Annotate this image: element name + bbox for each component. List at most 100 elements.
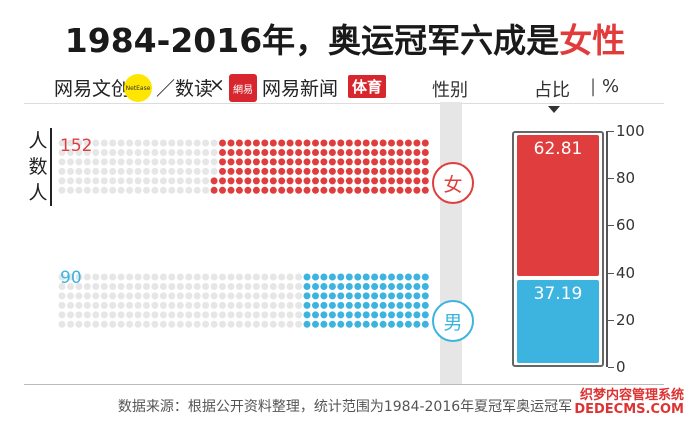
empty-dot [117,149,125,156]
empty-dot [185,139,193,147]
empty-dot [75,177,83,185]
female-dot [396,186,404,194]
empty-dot [210,301,218,309]
empty-dot [202,301,210,309]
empty-dot [117,292,125,300]
empty-dot [100,283,108,290]
female-dot [235,186,243,194]
empty-dot [109,311,117,319]
female-dot [261,177,269,185]
female-dot [303,167,311,175]
empty-dot [202,186,210,194]
empty-dot [117,283,125,290]
female-dot [328,149,336,156]
empty-dot [219,301,226,309]
male-dot [354,320,362,328]
empty-dot [295,311,303,319]
male-dot [354,311,362,319]
empty-dot [83,149,91,156]
empty-dot [193,167,201,175]
empty-dot [176,301,184,309]
male-dot [388,311,395,319]
empty-dot [75,301,83,309]
female-dot [235,158,243,166]
empty-dot [176,292,184,300]
male-dot [312,273,319,281]
male-dot [337,292,345,300]
female-dot [413,139,421,147]
empty-dot [159,177,167,185]
male-ratio-label: 37.19 [533,284,583,305]
empty-dot [244,283,252,290]
netease-163-logo: 網易 [229,74,257,102]
axis-tick [608,131,614,132]
female-dot [244,177,252,185]
header-divider: | [590,76,597,97]
male-dot [312,283,319,290]
male-dot [396,292,404,300]
empty-dot [100,320,108,328]
empty-dot [235,301,243,309]
female-dot [413,167,421,175]
empty-dot [134,311,142,319]
empty-dot [168,292,176,300]
female-dot [379,149,387,156]
brand-netease-news: 网易新闻 [262,78,339,100]
empty-dot [193,177,201,185]
empty-dot [202,158,210,166]
empty-dot [143,283,150,290]
axis-tick-label: 60 [616,216,636,235]
empty-dot [92,320,100,328]
empty-dot [269,301,277,309]
empty-dot [134,158,142,166]
female-dot [252,158,260,166]
female-dot [278,139,286,147]
empty-dot [176,177,184,185]
male-dot [379,292,387,300]
empty-dot [193,283,201,290]
female-dot [337,186,345,194]
empty-dot [269,273,277,281]
empty-dot [286,283,294,290]
empty-dot [261,292,269,300]
empty-dot [193,149,201,156]
female-dot [227,149,235,156]
empty-dot [159,139,167,147]
female-dot [371,186,379,194]
empty-dot [117,167,125,175]
brand-cross: × [209,74,225,96]
male-dot [320,320,328,328]
empty-dot [143,186,150,194]
empty-dot [261,301,269,309]
female-dot [295,167,303,175]
empty-dot [176,311,184,319]
male-dot [337,311,345,319]
empty-dot [252,311,260,319]
male-dot [345,311,353,319]
empty-dot [286,273,294,281]
empty-dot [109,149,117,156]
female-dot [388,177,395,185]
male-dot [328,292,336,300]
female-dot [219,186,226,194]
female-dot [413,177,421,185]
empty-dot [67,283,74,290]
empty-dot [143,139,150,147]
empty-dot [210,273,218,281]
empty-dot [244,301,252,309]
male-dot [371,320,379,328]
female-dot [286,149,294,156]
female-dot [388,139,395,147]
empty-dot [176,139,184,147]
female-dot [404,158,412,166]
axis-tick [608,367,614,368]
male-dot [337,301,345,309]
male-count: 90 [60,268,82,288]
empty-dot [67,320,74,328]
male-dot [413,292,421,300]
empty-dot [159,311,167,319]
empty-dot [126,311,134,319]
empty-dot [126,283,134,290]
empty-dot [269,320,277,328]
empty-dot [269,311,277,319]
